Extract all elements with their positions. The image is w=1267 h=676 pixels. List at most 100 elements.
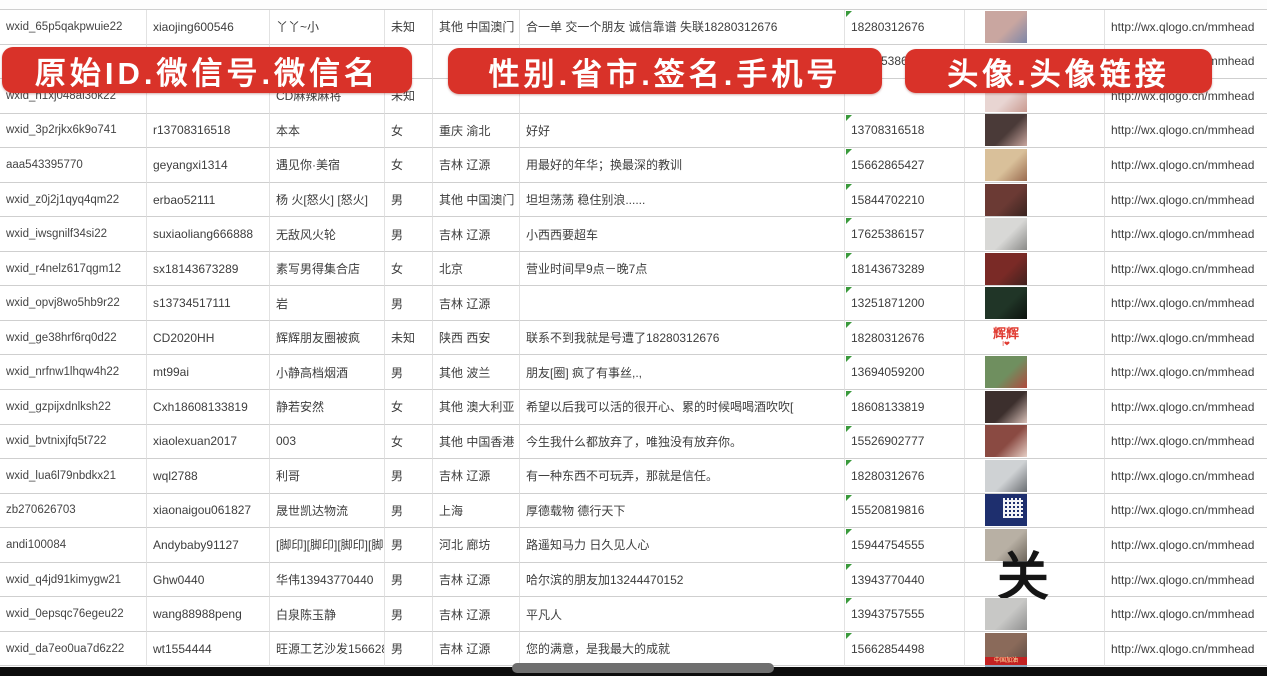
cell-avatar-link-r6[interactable]: http://wx.qlogo.cn/mmhead [1105,182,1267,218]
cell-region-r18[interactable]: 吉林 辽源 [433,597,520,632]
cell-signature-r6[interactable]: 坦坦荡荡 稳住别浪...... [520,182,845,218]
cell-signature-r15[interactable]: 厚德载物 德行天下 [520,493,845,529]
cell-avatar-link-r15[interactable]: http://wx.qlogo.cn/mmhead [1105,493,1267,529]
cell-weixin-id-r1[interactable]: xiaojing600546 [147,10,270,45]
cell-phone-r7[interactable]: 17625386157 [845,217,965,252]
cell-avatar-link-r10[interactable]: http://wx.qlogo.cn/mmhead [1105,320,1267,356]
cell-gender-r6[interactable]: 男 [385,182,433,218]
cell-nickname-r16[interactable]: [脚印][脚印][脚印][脚印] [270,528,385,563]
cell-phone-r18[interactable]: 13943757555 [845,597,965,632]
cell-wxid-r8[interactable]: wxid_r4nelz617qgm12 [0,251,147,287]
cell-gender-r5[interactable]: 女 [385,148,433,183]
cell-weixin-id-r7[interactable]: suxiaoliang666888 [147,217,270,252]
cell-phone-r17[interactable]: 13943770440 [845,562,965,598]
cell-nickname-r19[interactable]: 旺源工艺沙发15662854 [270,631,385,667]
cell-avatar-r19[interactable]: 中国加油 [965,631,1105,667]
cell-region-r17[interactable]: 吉林 辽源 [433,562,520,598]
cell-avatar-link-r11[interactable]: http://wx.qlogo.cn/mmhead [1105,355,1267,391]
cell-gender-r9[interactable]: 男 [385,286,433,321]
cell-avatar-r15[interactable] [965,493,1105,529]
cell-nickname-r6[interactable]: 杨 火[怒火] [怒火] [270,182,385,218]
cell-weixin-id-r16[interactable]: Andybaby91127 [147,528,270,563]
cell-weixin-id-r12[interactable]: Cxh18608133819 [147,390,270,425]
cell-wxid-r1[interactable]: wxid_65p5qakpwuie22 [0,10,147,45]
cell-avatar-link-r8[interactable]: http://wx.qlogo.cn/mmhead [1105,251,1267,287]
cell-gender-r18[interactable]: 男 [385,597,433,632]
cell-weixin-id-r11[interactable]: mt99ai [147,355,270,391]
cell-wxid-r4[interactable]: wxid_3p2rjkx6k9o741 [0,113,147,149]
cell-region-r12[interactable]: 其他 澳大利亚 [433,390,520,425]
cell-phone-r9[interactable]: 13251871200 [845,286,965,321]
cell-gender-r13[interactable]: 女 [385,424,433,460]
cell-phone-r19[interactable]: 15662854498 [845,631,965,667]
cell-nickname-r11[interactable]: 小静高档烟酒 [270,355,385,391]
cell-avatar-link-r18[interactable]: http://wx.qlogo.cn/mmhead [1105,597,1267,632]
cell-weixin-id-r18[interactable]: wang88988peng [147,597,270,632]
cell-nickname-r1[interactable]: 丫丫~小 [270,10,385,45]
cell-avatar-r8[interactable] [965,251,1105,287]
cell-avatar-link-r12[interactable]: http://wx.qlogo.cn/mmhead [1105,390,1267,425]
cell-wxid-r13[interactable]: wxid_bvtnixjfq5t722 [0,424,147,460]
cell-nickname-r10[interactable]: 辉辉朋友圈被疯 [270,320,385,356]
cell-signature-r8[interactable]: 营业时间早9点－晚7点 [520,251,845,287]
cell-gender-r15[interactable]: 男 [385,493,433,529]
cell-avatar-link-r14[interactable]: http://wx.qlogo.cn/mmhead [1105,459,1267,494]
cell-phone-r16[interactable]: 15944754555 [845,528,965,563]
cell-wxid-r19[interactable]: wxid_da7eo0ua7d6z22 [0,631,147,667]
cell-weixin-id-r10[interactable]: CD2020HH [147,320,270,356]
cell-region-r5[interactable]: 吉林 辽源 [433,148,520,183]
cell-wxid-r17[interactable]: wxid_q4jd91kimygw21 [0,562,147,598]
cell-gender-r12[interactable]: 女 [385,390,433,425]
cell-gender-r17[interactable]: 男 [385,562,433,598]
cell-region-r15[interactable]: 上海 [433,493,520,529]
cell-avatar-r18[interactable] [965,597,1105,632]
cell-signature-r16[interactable]: 路遥知马力 日久见人心 [520,528,845,563]
cell-avatar-r12[interactable] [965,390,1105,425]
cell-signature-r9[interactable] [520,286,845,321]
cell-gender-r1[interactable]: 未知 [385,10,433,45]
cell-wxid-r9[interactable]: wxid_opvj8wo5hb9r22 [0,286,147,321]
cell-gender-r4[interactable]: 女 [385,113,433,149]
cell-region-r8[interactable]: 北京 [433,251,520,287]
cell-signature-r18[interactable]: 平凡人 [520,597,845,632]
cell-phone-r6[interactable]: 15844702210 [845,182,965,218]
cell-avatar-r4[interactable] [965,113,1105,149]
cell-phone-r11[interactable]: 13694059200 [845,355,965,391]
cell-phone-r15[interactable]: 15520819816 [845,493,965,529]
cell-nickname-r13[interactable]: 003 [270,424,385,460]
cell-region-r1[interactable]: 其他 中国澳门 [433,10,520,45]
cell-signature-r5[interactable]: 用最好的年华；换最深的教训 [520,148,845,183]
cell-region-r6[interactable]: 其他 中国澳门 [433,182,520,218]
cell-nickname-r14[interactable]: 利哥 [270,459,385,494]
cell-weixin-id-r4[interactable]: r13708316518 [147,113,270,149]
cell-gender-r16[interactable]: 男 [385,528,433,563]
cell-signature-r1[interactable]: 合一单 交一个朋友 诚信靠谱 失联18280312676 [520,10,845,45]
cell-avatar-link-r17[interactable]: http://wx.qlogo.cn/mmhead [1105,562,1267,598]
cell-avatar-r5[interactable] [965,148,1105,183]
cell-region-r13[interactable]: 其他 中国香港 [433,424,520,460]
cell-wxid-r5[interactable]: aaa543395770 [0,148,147,183]
cell-weixin-id-r9[interactable]: s13734517111 [147,286,270,321]
cell-signature-r13[interactable]: 今生我什么都放弃了，唯独没有放弃你。 [520,424,845,460]
cell-nickname-r12[interactable]: 静若安然 [270,390,385,425]
cell-nickname-r9[interactable]: 岩 [270,286,385,321]
cell-avatar-r1[interactable] [965,10,1105,45]
cell-wxid-r16[interactable]: andi100084 [0,528,147,563]
cell-wxid-r7[interactable]: wxid_iwsgnilf34si22 [0,217,147,252]
cell-gender-r11[interactable]: 男 [385,355,433,391]
cell-signature-r10[interactable]: 联系不到我就是号遭了18280312676 [520,320,845,356]
cell-wxid-r12[interactable]: wxid_gzpijxdnlksh22 [0,390,147,425]
cell-phone-r13[interactable]: 15526902777 [845,424,965,460]
cell-region-r7[interactable]: 吉林 辽源 [433,217,520,252]
cell-wxid-r14[interactable]: wxid_lua6l79nbdkx21 [0,459,147,494]
cell-signature-r11[interactable]: 朋友[圈] 疯了有事丝,., [520,355,845,391]
cell-avatar-r10[interactable]: 辉辉 I❤ [965,320,1105,356]
cell-weixin-id-r17[interactable]: Ghw0440 [147,562,270,598]
cell-signature-r4[interactable]: 好好 [520,113,845,149]
scrollbar-thumb[interactable] [512,663,774,673]
cell-gender-r19[interactable]: 男 [385,631,433,667]
cell-avatar-link-r7[interactable]: http://wx.qlogo.cn/mmhead [1105,217,1267,252]
cell-avatar-link-r4[interactable]: http://wx.qlogo.cn/mmhead [1105,113,1267,149]
cell-gender-r7[interactable]: 男 [385,217,433,252]
cell-wxid-r15[interactable]: zb270626703 [0,493,147,529]
